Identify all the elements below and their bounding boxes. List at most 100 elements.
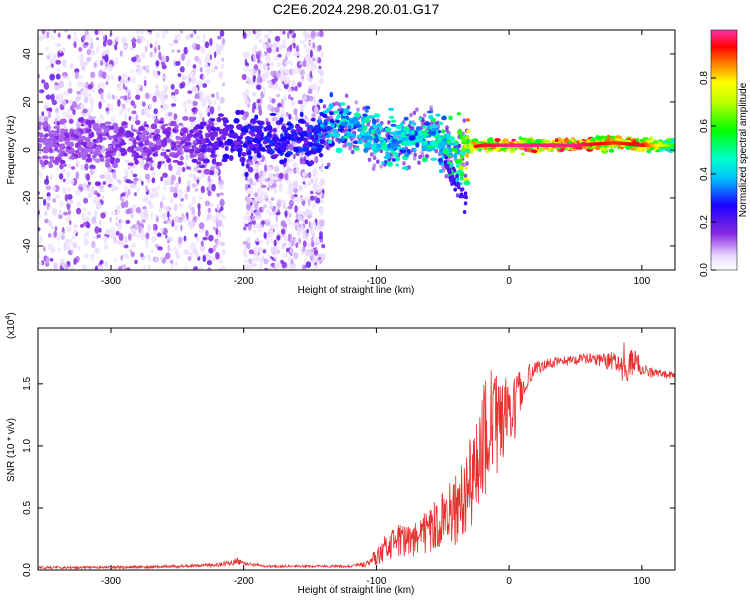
spectrogram-noise-point [252, 47, 257, 55]
spectrogram-ridge-point [205, 138, 210, 143]
spectrogram-noise-point [75, 189, 81, 196]
spectrogram-noise-point [118, 265, 123, 270]
spectrogram-noise-point [317, 68, 323, 74]
spectrogram-noise-point [43, 82, 50, 90]
spectrogram-noise-point [275, 173, 280, 178]
spectrogram-noise-point [74, 68, 80, 74]
spectrogram-noise-point [291, 80, 296, 86]
spectrogram-ridge-point [426, 148, 433, 152]
spectrogram-ridge-point [73, 135, 80, 139]
spectrogram-noise-point [312, 187, 318, 193]
spectrogram-halo-point [376, 118, 380, 123]
spectrogram-noise-point [94, 158, 101, 163]
colorbar-label: Normalized spectral amplitude [738, 82, 749, 217]
spectrogram-noise-point [270, 173, 275, 181]
snr-scale-label: (x104) [5, 312, 17, 339]
spectrogram-ridge-point [172, 128, 177, 133]
spectrogram-noise-point [56, 68, 61, 73]
spectrogram-ridge-point [59, 159, 66, 165]
spectrogram-noise-point [49, 258, 54, 262]
spectrogram-ridge-point [401, 147, 407, 150]
spectrogram-noise-point [154, 256, 159, 263]
spectrogram-noise-point [189, 226, 193, 231]
spectrogram-noise-point [301, 246, 306, 252]
spectrogram-noise-point [191, 197, 196, 206]
spectrogram-noise-point [211, 93, 215, 98]
spectrogram-ridge-point [92, 154, 97, 159]
spectrogram-ridge-point [421, 125, 427, 129]
spectrogram-noise-point [287, 31, 290, 39]
spectrogram-noise-point [214, 51, 217, 59]
spectrogram-noise-point [145, 243, 149, 249]
spectrogram-noise-point [39, 172, 43, 179]
spectrogram-noise-point [319, 199, 325, 204]
spectrogram-noise-point [111, 94, 115, 100]
spectrogram-noise-point [158, 51, 162, 60]
spectrogram-ridge-point [193, 139, 197, 144]
spectrogram-noise-point [246, 198, 251, 206]
spectrogram-noise-point [166, 177, 172, 186]
spectrogram-noise-point [263, 63, 267, 71]
spectrogram-noise-point [124, 86, 128, 91]
spectrogram-noise-point [124, 73, 128, 79]
spectrogram-ridge-point [160, 139, 168, 144]
spectrogram-noise-point [175, 253, 181, 260]
spectrogram-noise-point [177, 236, 183, 244]
spectrogram-ridge-point [383, 160, 388, 165]
spectrogram-ridge-point [162, 172, 168, 178]
spectrogram-noise-point [57, 115, 61, 120]
spectrogram-noise-point [178, 194, 183, 200]
spectrogram-noise-point [262, 43, 268, 50]
spectrogram-ridge-point [290, 136, 295, 142]
spectrogram-noise-point [278, 44, 283, 51]
spectrogram-noise-point [125, 200, 129, 208]
spectrogram-ridge-point [213, 141, 219, 147]
spectrogram-tail-point [455, 174, 459, 178]
spectrogram-noise-point [85, 173, 91, 181]
spectrogram-noise-point [192, 100, 198, 107]
spectrogram-noise-point [137, 158, 142, 165]
spectrogram-noise-point [292, 161, 298, 168]
spectrogram-ridge-point [144, 124, 150, 128]
spectrogram-noise-point [48, 112, 52, 119]
spectrogram-tail-point [443, 160, 448, 165]
spectrogram-ridge-point [333, 110, 341, 114]
spectrogram-noise-point [144, 185, 149, 193]
spectrogram-ridge-point [171, 141, 177, 147]
spectrogram-noise-point [258, 108, 263, 116]
spectrogram-noise-point [139, 67, 144, 71]
spectrogram-noise-point [305, 248, 311, 254]
spectrogram-noise-point [258, 61, 262, 69]
spectrogram-ridge-point [189, 153, 195, 159]
spectrogram-noise-point [180, 30, 183, 34]
spectrogram-noise-point [67, 87, 73, 94]
spectrogram-noise-point [152, 95, 157, 103]
spectrogram-noise-point [40, 117, 44, 123]
spectrogram-noise-point [301, 265, 306, 270]
snr-x-tick-label: 0 [506, 576, 512, 587]
spectrogram-ridge-point [448, 152, 453, 156]
spectrogram-noise-point [140, 30, 144, 35]
spectrogram-noise-point [219, 198, 225, 207]
spectrogram-noise-point [254, 256, 260, 261]
spectrogram-noise-point [293, 154, 296, 160]
spectrogram-noise-point [209, 38, 213, 46]
colorbar-gradient [710, 29, 738, 271]
spectrogram-noise-point [110, 75, 114, 80]
spectrogram-ridge-point [430, 140, 434, 146]
spectrogram-ridge-point [77, 117, 85, 123]
spectrogram-ridge-point [138, 142, 144, 147]
spectrogram-noise-point [116, 239, 122, 246]
spectrogram-ridge-point [216, 137, 221, 142]
spectrogram-noise-point [299, 69, 305, 77]
spectrogram-noise-point [86, 186, 91, 192]
spectrogram-ridge-point [354, 112, 361, 118]
spectrogram-noise-point [219, 30, 225, 37]
spectrogram-noise-point [242, 241, 248, 245]
spectrogram-noise-point [183, 235, 187, 242]
spectrogram-noise-point [310, 240, 315, 248]
spectrogram-noise-point [108, 233, 113, 238]
spectrogram-noise-point [202, 236, 208, 241]
spectrogram-ridge-point [362, 113, 368, 118]
